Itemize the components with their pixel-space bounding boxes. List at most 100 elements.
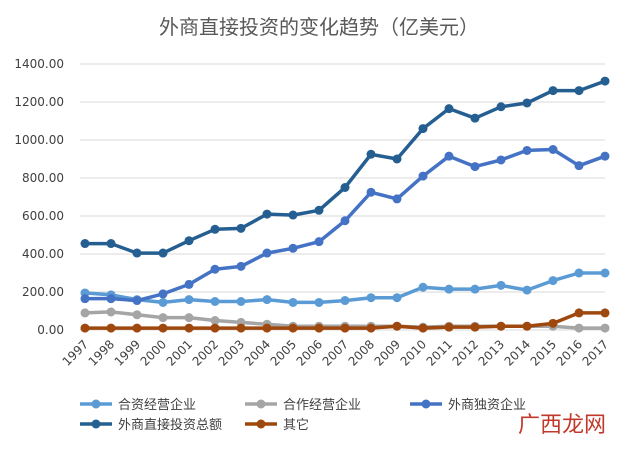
data-point: [158, 289, 168, 299]
x-tick-label: 2002: [190, 337, 221, 368]
data-point: [600, 308, 610, 318]
x-tick-label: 2014: [502, 337, 533, 368]
watermark-text: 广西龙网: [518, 413, 606, 438]
data-point: [80, 323, 90, 333]
x-tick-label: 2000: [138, 337, 169, 368]
data-point: [548, 318, 558, 328]
data-point: [184, 313, 194, 323]
data-point: [210, 264, 220, 274]
data-point: [522, 285, 532, 295]
data-point: [106, 294, 116, 304]
data-point: [262, 295, 272, 305]
data-point: [574, 323, 584, 333]
x-axis-ticks: 1997199819992000200120022003200420052006…: [60, 337, 611, 368]
data-point: [470, 162, 480, 172]
data-point: [496, 280, 506, 290]
data-point: [470, 322, 480, 332]
x-tick-label: 2003: [216, 337, 247, 368]
data-point: [548, 86, 558, 96]
data-point: [600, 151, 610, 161]
data-point: [392, 154, 402, 164]
data-point: [236, 223, 246, 233]
data-point: [340, 183, 350, 192]
y-axis-ticks: 0.00 200.00 400.00 600.00 800.00 1000.00 1200.…: [14, 57, 64, 337]
x-tick-label: 2004: [242, 337, 273, 368]
data-point: [158, 248, 168, 258]
x-tick-label: 2012: [450, 337, 481, 368]
data-point: [80, 294, 90, 304]
data-point: [80, 239, 90, 249]
data-point: [106, 239, 116, 249]
data-point: [210, 316, 220, 325]
data-point: [418, 282, 428, 292]
x-tick-label: 2010: [398, 337, 429, 368]
data-point: [366, 293, 376, 303]
data-point: [548, 276, 558, 286]
data-point: [236, 297, 246, 306]
data-point: [314, 237, 324, 247]
legend-marker-icon: [256, 419, 266, 429]
data-point: [366, 149, 376, 159]
data-point: [184, 323, 194, 333]
x-tick-label: 2001: [164, 337, 195, 368]
data-point: [262, 323, 272, 333]
data-point: [418, 171, 428, 181]
y-tick-label: 1200.00: [14, 95, 64, 109]
data-point: [392, 194, 402, 204]
data-point: [314, 297, 324, 307]
legend-item: 外商直接投资总额: [80, 417, 222, 433]
x-tick-label: 2016: [554, 337, 585, 368]
y-tick-label: 800.00: [22, 171, 64, 185]
data-point: [210, 224, 220, 234]
data-point: [132, 310, 142, 320]
data-point: [184, 279, 194, 289]
x-tick-label: 1999: [112, 337, 143, 368]
data-point: [600, 76, 610, 86]
legend-item: 其它: [245, 417, 309, 433]
data-point: [574, 86, 584, 96]
data-point: [184, 236, 194, 246]
data-point: [210, 323, 220, 333]
data-point: [80, 308, 90, 318]
data-point: [288, 297, 298, 307]
legend-marker-icon: [421, 399, 431, 409]
data-point: [106, 323, 116, 333]
data-point: [314, 205, 324, 215]
data-point: [470, 284, 480, 294]
data-point: [496, 155, 506, 165]
data-point: [418, 124, 428, 134]
data-point: [106, 307, 116, 317]
legend-item: 外商独资企业: [410, 397, 526, 413]
y-tick-label: 0.00: [37, 323, 64, 337]
series-4: [80, 76, 610, 258]
data-point: [574, 268, 584, 278]
data-point: [158, 297, 168, 307]
x-tick-label: 2013: [476, 337, 507, 368]
data-point: [548, 145, 558, 154]
x-tick-label: 2017: [580, 337, 611, 368]
data-point: [132, 248, 142, 258]
data-point: [340, 216, 350, 226]
data-point: [288, 323, 298, 333]
legend-marker-icon: [91, 419, 101, 429]
legend-marker-icon: [91, 399, 101, 409]
y-tick-label: 600.00: [22, 209, 64, 223]
x-tick-label: 2008: [346, 337, 377, 368]
legend-label: 合作经营企业: [283, 397, 361, 413]
series-group: [80, 76, 610, 333]
legend-label: 外商独资企业: [448, 397, 526, 413]
data-point: [184, 295, 194, 305]
data-point: [392, 321, 402, 331]
x-tick-label: 2006: [294, 337, 325, 368]
x-tick-label: 2015: [528, 337, 559, 368]
data-point: [366, 323, 376, 333]
data-point: [574, 161, 584, 171]
series-3: [80, 145, 610, 306]
legend-item: 合资经营企业: [80, 397, 196, 413]
data-point: [444, 284, 454, 294]
data-point: [496, 102, 506, 112]
data-point: [288, 210, 298, 220]
data-point: [132, 296, 142, 306]
legend-item: 合作经营企业: [245, 397, 361, 413]
